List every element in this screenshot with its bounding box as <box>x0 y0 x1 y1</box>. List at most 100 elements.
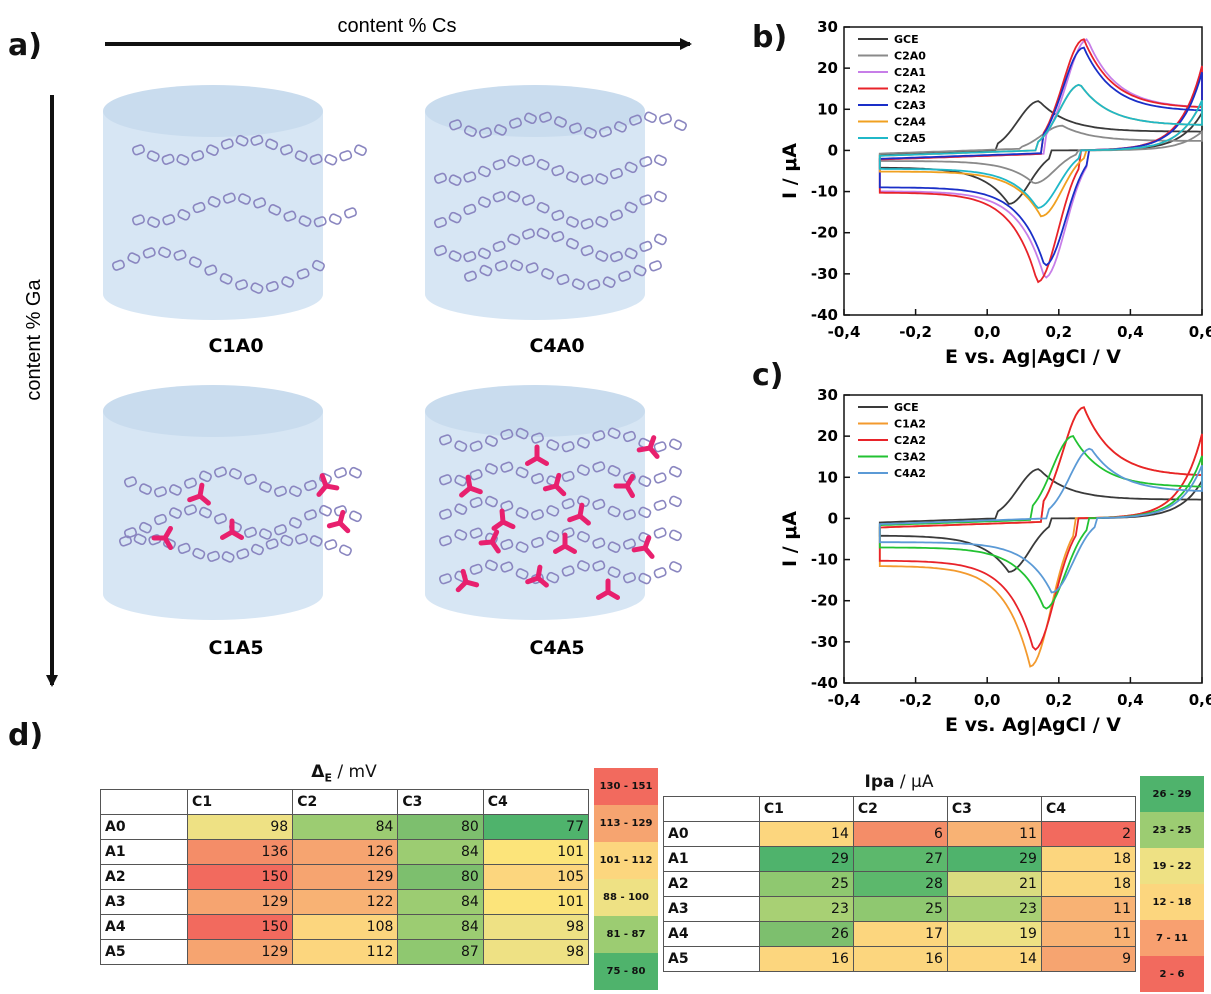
polymer-unit <box>206 550 220 562</box>
polymer-unit <box>273 524 287 536</box>
crosslinker-icon <box>326 509 351 534</box>
color-scale-bin: 2 - 6 <box>1140 956 1204 992</box>
polymer-unit <box>183 477 197 489</box>
y-tick-label: -40 <box>811 306 838 324</box>
y-tick-label: 20 <box>817 59 838 77</box>
y-tick-label: 30 <box>817 386 838 404</box>
legend-entry: C2A0 <box>894 50 926 63</box>
polymer-unit <box>265 138 279 151</box>
polymer-unit <box>283 210 297 222</box>
polymer-unit <box>438 474 452 486</box>
polymer-unit <box>324 539 338 551</box>
x-tick-label: 0,6 <box>1189 323 1211 341</box>
polymer-unit <box>492 159 506 171</box>
ga-arrow-label: content % Ga <box>23 279 45 401</box>
table-cell: 18 <box>1040 846 1137 872</box>
crosslinker-icon <box>636 435 660 459</box>
polymer-unit <box>296 268 310 280</box>
polymer-unit <box>477 196 491 208</box>
polymer-unit <box>433 172 447 184</box>
polymer-unit <box>309 535 323 547</box>
row-header: A2 <box>663 871 760 897</box>
table-cell: 108 <box>292 914 399 940</box>
polymer-unit <box>668 561 682 573</box>
table-cell: 80 <box>397 864 484 890</box>
y-axis-label: I / μA <box>779 143 801 199</box>
series-c2a0 <box>878 124 1203 185</box>
cs-arrow-label: content % Cs <box>338 15 457 37</box>
polymer-unit <box>653 154 667 166</box>
schematic-panel: content % Cs content % Ga C1A0 C4A0 C1A5… <box>23 15 692 687</box>
polymer-unit <box>607 566 621 578</box>
polymer-unit <box>609 167 623 180</box>
polymer-unit <box>338 544 352 557</box>
polymer-unit <box>628 114 642 126</box>
ipa-table: C1 C2 C3 C4 A0 14 6 11 2 A1 29 27 29 18 A2 25 28 21 18 A3 23… <box>663 796 1137 972</box>
polymer-unit <box>607 427 621 439</box>
row-header: A5 <box>99 939 189 965</box>
polymer-unit <box>146 150 160 162</box>
table-row: A0 98 84 80 77 <box>99 814 590 840</box>
polymer-unit <box>551 165 565 177</box>
polymer-unit <box>595 250 609 262</box>
polymer-unit <box>183 504 197 516</box>
polymer-unit <box>592 560 606 572</box>
polymer-unit <box>500 538 514 551</box>
table-cell: 105 <box>482 864 590 890</box>
polymer-unit <box>515 507 529 519</box>
polymer-unit <box>433 216 447 229</box>
table-cell: 101 <box>482 839 590 865</box>
crosslinker-icon <box>525 564 549 588</box>
polymer-unit <box>228 468 242 480</box>
polymer-unit <box>668 465 682 478</box>
table-cell: 29 <box>946 846 1042 872</box>
polymer-unit <box>500 561 514 573</box>
polymer-unit <box>280 534 294 547</box>
polymer-unit <box>565 171 579 183</box>
polymer-unit <box>198 470 212 483</box>
polymer-unit <box>546 505 560 517</box>
polymer-unit <box>243 473 257 485</box>
polymer-unit <box>484 463 498 475</box>
table-cell: 84 <box>397 889 484 915</box>
polymer-unit <box>546 530 560 542</box>
polymer-unit <box>177 209 191 221</box>
polymer-unit <box>648 260 662 272</box>
polymer-unit <box>162 214 176 226</box>
polymer-unit <box>463 251 477 263</box>
x-axis-label: E vs. Ag|AgCl / V <box>945 714 1121 736</box>
polymer-unit <box>653 441 667 453</box>
plot-frame <box>843 394 1203 684</box>
polymer-unit <box>500 500 514 512</box>
legend-entry: C2A1 <box>894 66 926 79</box>
sample-label-c4a5: C4A5 <box>529 637 584 659</box>
column-header: C1 <box>187 789 294 815</box>
polymer-unit <box>253 197 267 209</box>
polymer-unit <box>530 432 544 444</box>
crosslinker-icon <box>151 525 173 551</box>
table-cell: 84 <box>397 914 484 940</box>
polymer-unit <box>510 259 524 272</box>
polymer-unit <box>508 117 522 129</box>
table-cell: 11 <box>1040 896 1137 922</box>
plot-frame <box>843 26 1203 316</box>
column-header: C3 <box>397 789 484 815</box>
color-scale-bin: 23 - 25 <box>1140 812 1204 848</box>
legend-entry: C2A4 <box>894 116 926 129</box>
table-cell: 80 <box>397 814 484 840</box>
polymer-unit <box>303 479 317 492</box>
table-cell: 87 <box>397 939 484 965</box>
cylinder-body <box>425 411 645 620</box>
table-cell: 14 <box>946 946 1042 972</box>
table-row: A5 129 112 87 98 <box>99 939 590 965</box>
polymer-unit <box>551 209 565 221</box>
table-cell: 136 <box>187 839 294 865</box>
polymer-unit <box>530 472 544 485</box>
polymer-unit <box>515 541 529 553</box>
polymer-unit <box>222 192 236 204</box>
cylinder-top <box>103 385 323 437</box>
polymer-unit <box>521 154 535 166</box>
y-tick-label: -30 <box>811 633 838 651</box>
delta-e-title: ΔE / mV <box>100 762 588 784</box>
polymer-unit <box>133 533 147 546</box>
